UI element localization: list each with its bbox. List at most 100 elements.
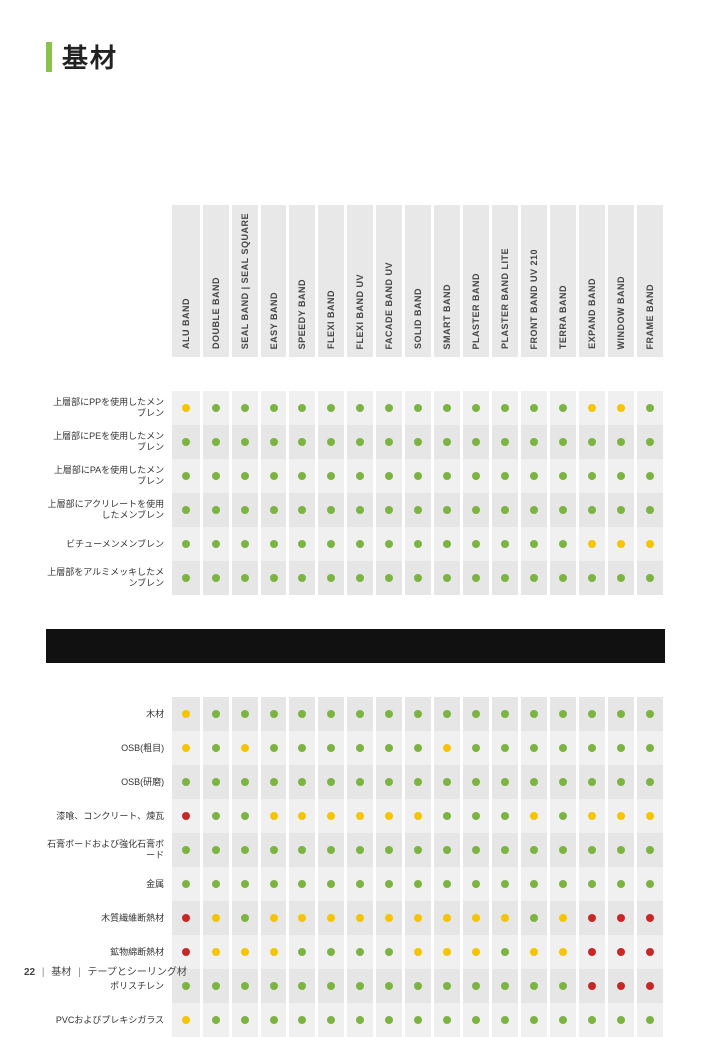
data-cell <box>433 867 462 901</box>
green-dot-icon <box>501 438 509 446</box>
title-accent <box>46 42 52 72</box>
green-dot-icon <box>270 438 278 446</box>
data-cell <box>520 425 549 459</box>
data-cell <box>201 527 230 561</box>
data-cell <box>317 731 346 765</box>
green-dot-icon <box>212 506 220 514</box>
data-cell <box>578 1003 607 1037</box>
green-dot-icon <box>241 846 249 854</box>
green-dot-icon <box>298 778 306 786</box>
row-label: 上層部にPPを使用したメンブレン <box>46 391 172 425</box>
data-cell <box>201 935 230 969</box>
data-cell <box>375 799 404 833</box>
data-cell <box>346 969 375 1003</box>
data-cell <box>230 867 259 901</box>
green-dot-icon <box>385 744 393 752</box>
green-dot-icon <box>530 574 538 582</box>
green-dot-icon <box>327 710 335 718</box>
column-header-label: FLEXI BAND UV <box>355 266 365 358</box>
red-dot-icon <box>182 914 190 922</box>
data-cell <box>491 935 520 969</box>
column-header-label: EXPAND BAND <box>587 270 597 357</box>
column-header-label: FRAME BAND <box>645 276 655 358</box>
data-cell <box>462 867 491 901</box>
green-dot-icon <box>298 1016 306 1024</box>
green-dot-icon <box>241 778 249 786</box>
yellow-dot-icon <box>414 812 422 820</box>
green-dot-icon <box>327 506 335 514</box>
data-cell <box>230 425 259 459</box>
data-cell <box>288 901 317 935</box>
data-cell <box>230 969 259 1003</box>
green-dot-icon <box>617 506 625 514</box>
data-cell <box>578 561 607 595</box>
green-dot-icon <box>385 948 393 956</box>
data-cell <box>433 493 462 527</box>
green-dot-icon <box>241 438 249 446</box>
data-cell <box>230 935 259 969</box>
table-row: ビチューメンメンブレン <box>46 527 665 561</box>
data-cell <box>201 969 230 1003</box>
row-label: PVCおよびプレキシガラス <box>46 1003 172 1037</box>
yellow-dot-icon <box>327 914 335 922</box>
yellow-dot-icon <box>241 948 249 956</box>
green-dot-icon <box>241 472 249 480</box>
green-dot-icon <box>298 472 306 480</box>
data-cell <box>346 561 375 595</box>
green-dot-icon <box>212 982 220 990</box>
green-dot-icon <box>327 846 335 854</box>
green-dot-icon <box>356 744 364 752</box>
data-cell <box>635 833 664 867</box>
data-cell <box>375 969 404 1003</box>
data-cell <box>462 833 491 867</box>
column-header: PLASTER BAND LITE <box>491 205 520 357</box>
data-cell <box>578 527 607 561</box>
data-cell <box>259 527 288 561</box>
green-dot-icon <box>298 846 306 854</box>
column-header: FRAME BAND <box>635 205 664 357</box>
green-dot-icon <box>646 778 654 786</box>
data-cell <box>635 527 664 561</box>
green-dot-icon <box>327 744 335 752</box>
data-cell <box>172 391 201 425</box>
data-cell <box>346 425 375 459</box>
green-dot-icon <box>530 778 538 786</box>
data-cell <box>578 697 607 731</box>
data-cell <box>520 459 549 493</box>
data-cell <box>491 493 520 527</box>
green-dot-icon <box>414 982 422 990</box>
data-cell <box>288 799 317 833</box>
data-cell <box>433 697 462 731</box>
green-dot-icon <box>617 438 625 446</box>
data-cell <box>578 731 607 765</box>
data-cell <box>288 527 317 561</box>
green-dot-icon <box>298 982 306 990</box>
green-dot-icon <box>588 846 596 854</box>
data-cell <box>491 697 520 731</box>
green-dot-icon <box>385 778 393 786</box>
data-cell <box>317 935 346 969</box>
data-cell <box>201 493 230 527</box>
data-cell <box>606 969 635 1003</box>
data-cell <box>520 799 549 833</box>
green-dot-icon <box>414 404 422 412</box>
data-cell <box>491 391 520 425</box>
green-dot-icon <box>646 710 654 718</box>
green-dot-icon <box>298 438 306 446</box>
data-cell <box>462 459 491 493</box>
data-cell <box>491 765 520 799</box>
data-cell <box>549 799 578 833</box>
green-dot-icon <box>501 744 509 752</box>
data-cell <box>172 765 201 799</box>
data-cell <box>375 731 404 765</box>
green-dot-icon <box>414 710 422 718</box>
data-cell <box>288 833 317 867</box>
data-cell <box>346 459 375 493</box>
data-cell <box>462 1003 491 1037</box>
green-dot-icon <box>443 472 451 480</box>
data-cell <box>201 1003 230 1037</box>
green-dot-icon <box>356 846 364 854</box>
data-cell <box>317 527 346 561</box>
green-dot-icon <box>559 812 567 820</box>
green-dot-icon <box>472 574 480 582</box>
